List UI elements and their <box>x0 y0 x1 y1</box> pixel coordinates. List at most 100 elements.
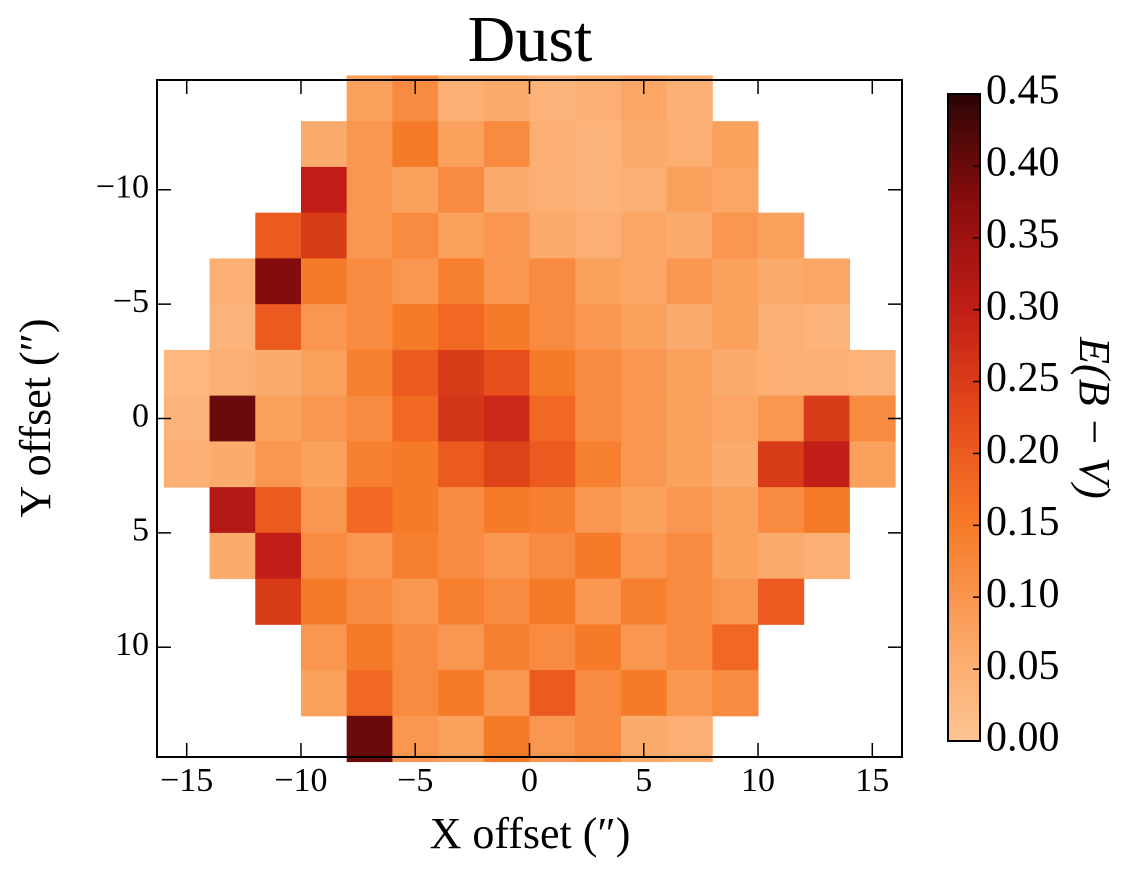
heatmap-cell <box>620 212 668 259</box>
heatmap-cell <box>529 624 576 671</box>
heatmap-cell <box>300 624 348 671</box>
colorbar-label: E(B − V) <box>1070 336 1119 499</box>
heatmap-cell <box>300 304 348 351</box>
heatmap-cell <box>529 166 576 214</box>
x-tick-label: −10 <box>274 762 327 799</box>
heatmap-cell <box>758 304 805 351</box>
heatmap-cell <box>438 578 485 625</box>
x-tick-label: −5 <box>397 762 433 799</box>
heatmap-cell <box>300 166 348 214</box>
heatmap-cell <box>346 670 393 717</box>
x-tick-label: 10 <box>741 762 775 799</box>
heatmap-cell <box>209 258 256 305</box>
heatmap-cell <box>529 715 576 763</box>
heatmap-cell <box>163 395 211 442</box>
heatmap-cell <box>529 395 576 442</box>
heatmap-cell <box>849 441 896 488</box>
heatmap-cell <box>712 624 759 671</box>
heatmap-cell <box>392 304 439 351</box>
heatmap-cell <box>483 395 530 442</box>
heatmap-cell <box>575 715 622 763</box>
heatmap-cell <box>575 212 622 259</box>
heatmap-cell <box>483 670 530 717</box>
heatmap-cell <box>666 395 713 442</box>
heatmap-cell <box>620 441 668 488</box>
heatmap-cell <box>346 304 393 351</box>
heatmap-cell <box>758 212 805 259</box>
y-tick-label: −5 <box>113 283 149 320</box>
heatmap-cell <box>255 258 302 305</box>
heatmap-cell <box>438 487 485 534</box>
x-axis-label: X offset (″) <box>430 809 631 858</box>
heatmap-cell <box>255 349 302 397</box>
heatmap-cell <box>346 532 393 580</box>
heatmap-cell <box>758 258 805 305</box>
heatmap-cell <box>666 624 713 671</box>
colorbar-tick-label: 0.10 <box>986 571 1060 617</box>
heatmap-cell <box>575 304 622 351</box>
x-tick-label: −15 <box>160 762 213 799</box>
colorbar-tick-label: 0.05 <box>986 643 1060 689</box>
heatmap-cell <box>300 441 348 488</box>
heatmap-cell <box>529 532 576 580</box>
heatmap-cell <box>803 487 850 534</box>
heatmap-cell <box>392 532 439 580</box>
heatmap-cell <box>620 578 668 625</box>
heatmap-cell <box>483 624 530 671</box>
heatmap-cell <box>392 624 439 671</box>
heatmap-cell <box>666 212 713 259</box>
y-axis-label: Y offset (″) <box>11 318 60 517</box>
heatmap-cell <box>529 121 576 168</box>
heatmap-cell <box>392 578 439 625</box>
heatmap-cell <box>300 349 348 397</box>
heatmap-cell <box>620 166 668 214</box>
heatmap-cell <box>803 349 850 397</box>
heatmap-cell <box>483 166 530 214</box>
heatmap-cell <box>712 121 759 168</box>
heatmap-cell <box>483 715 530 763</box>
heatmap-cell <box>758 395 805 442</box>
colorbar-tick-label: 0.35 <box>986 211 1060 257</box>
heatmap-cell <box>346 487 393 534</box>
heatmap-cell <box>255 395 302 442</box>
heatmap-cell <box>483 212 530 259</box>
heatmap-cell <box>803 441 850 488</box>
heatmap-cell <box>438 258 485 305</box>
heatmap-cell <box>438 670 485 717</box>
heatmap-cell <box>346 624 393 671</box>
heatmap-cell <box>392 441 439 488</box>
heatmap-cell <box>392 166 439 214</box>
heatmap-cell <box>712 212 759 259</box>
heatmap-cell <box>255 304 302 351</box>
heatmap-cell <box>483 441 530 488</box>
heatmap-cell <box>438 395 485 442</box>
heatmap-cell <box>575 624 622 671</box>
heatmap-cell <box>438 212 485 259</box>
colorbar-tick-label: 0.15 <box>986 499 1060 545</box>
heatmap-cell <box>438 532 485 580</box>
heatmap-cell <box>392 349 439 397</box>
heatmap-cell <box>483 349 530 397</box>
heatmap-cell <box>575 441 622 488</box>
heatmap-cell <box>346 258 393 305</box>
chart-title: Dust <box>468 3 593 76</box>
heatmap-cell <box>438 715 485 763</box>
heatmap-cell <box>712 258 759 305</box>
heatmap-cell <box>209 487 256 534</box>
colorbar-tick-label: 0.45 <box>986 68 1060 114</box>
heatmap-cell <box>300 395 348 442</box>
heatmap-cell <box>438 304 485 351</box>
heatmap-cell <box>666 304 713 351</box>
heatmap-cell <box>712 441 759 488</box>
heatmap-cell <box>483 487 530 534</box>
heatmap-cell <box>758 487 805 534</box>
heatmap-cell <box>666 258 713 305</box>
heatmap-cell <box>255 487 302 534</box>
heatmap-cell <box>666 578 713 625</box>
heatmap-cell <box>438 75 485 122</box>
heatmap-cell <box>255 578 302 625</box>
heatmap-cell <box>209 349 256 397</box>
heatmap-cell <box>529 304 576 351</box>
